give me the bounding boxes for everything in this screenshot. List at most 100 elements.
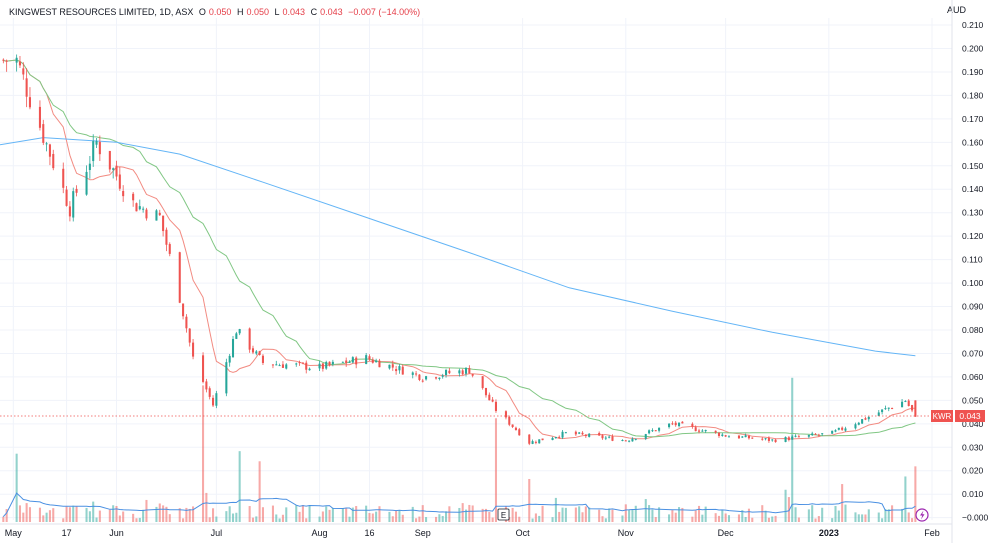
volume-bar [182, 518, 185, 522]
volume-bar [771, 516, 774, 522]
candle-body [168, 244, 171, 254]
earnings-marker[interactable]: E [501, 511, 506, 520]
candle-body [45, 143, 48, 145]
open-label: O [198, 7, 206, 17]
candle-body [305, 362, 308, 370]
candle [421, 378, 424, 383]
volume-bar [425, 517, 428, 522]
candle-body [52, 153, 55, 169]
candle-body [118, 174, 121, 189]
candle [122, 185, 125, 202]
candle [631, 437, 634, 442]
candle [68, 201, 71, 222]
candle [185, 314, 188, 333]
candle [787, 436, 790, 442]
candle-body [278, 365, 281, 367]
volume-bar [691, 516, 694, 522]
volume-bar [231, 513, 235, 522]
candle [561, 429, 564, 439]
volume-bar [884, 509, 887, 522]
candle-body [511, 424, 514, 428]
candle-body [508, 416, 511, 425]
candle [438, 377, 441, 381]
candle [281, 361, 284, 369]
candle-body [391, 364, 394, 368]
candle-body [634, 438, 637, 440]
candle [202, 352, 205, 384]
volume-bar [401, 514, 404, 522]
candle [118, 166, 121, 191]
earnings-marker-bg[interactable] [497, 508, 510, 521]
volume-bar [98, 510, 101, 522]
candle [115, 160, 118, 181]
candle [891, 407, 894, 410]
volume-bar [341, 508, 344, 522]
candle-body [458, 370, 461, 374]
volume-bar [644, 499, 647, 522]
volume-bar [747, 508, 750, 522]
volume-bar [814, 518, 817, 522]
candle-body [271, 364, 274, 366]
candle-body [584, 434, 587, 437]
candle-body [484, 387, 488, 396]
candle [767, 436, 770, 443]
candle [238, 328, 241, 336]
volume-bar [271, 505, 274, 522]
candle-body [784, 436, 787, 442]
candle-body [651, 430, 654, 432]
candle-body [375, 360, 378, 363]
candle-body [95, 141, 98, 145]
candle [328, 361, 331, 367]
volume-bar [737, 514, 740, 522]
candle-body [5, 60, 8, 62]
candle [481, 376, 484, 390]
volume-bar [411, 506, 414, 522]
candle-body [861, 419, 864, 424]
grid [0, 18, 952, 520]
volume-bar [165, 506, 168, 522]
candle-body [318, 363, 321, 369]
y-tick-label: 0.170 [962, 114, 984, 124]
volume-bar [561, 507, 564, 522]
volume-bar [484, 508, 488, 522]
candle-body [185, 316, 188, 329]
volume-bar [215, 516, 218, 522]
candle-body [747, 435, 750, 439]
x-tick-label: Jun [109, 528, 124, 538]
candle-body [767, 437, 770, 441]
candle-body [481, 376, 484, 389]
price-tags: KWR 0.043 E [0, 410, 985, 522]
candle [318, 360, 321, 372]
volume-bar [68, 507, 71, 522]
candle-body [235, 333, 238, 339]
candle [588, 433, 591, 438]
candle [877, 410, 880, 417]
candle [365, 352, 368, 365]
low-value: 0.043 [282, 7, 306, 17]
volume-bar [701, 514, 704, 522]
candle-body [864, 418, 867, 420]
ma-mid-line [3, 59, 916, 438]
candle [554, 436, 557, 440]
candle-body [192, 342, 195, 357]
candle [5, 59, 8, 72]
candle-body [42, 124, 45, 143]
volume-bar [744, 517, 747, 522]
y-tick-label: 0.030 [962, 442, 984, 452]
candle [727, 435, 731, 438]
candle [831, 430, 834, 434]
volume-bar [654, 517, 657, 522]
candle [648, 429, 651, 435]
candle-body [671, 423, 674, 425]
candle-body [701, 430, 704, 432]
candle [654, 430, 657, 432]
lightning-icon[interactable] [915, 508, 929, 522]
candle [75, 185, 78, 197]
volume-bar [345, 507, 348, 522]
candle [681, 421, 684, 424]
candle-body [714, 430, 717, 433]
y-tick-label: 0.110 [962, 255, 983, 265]
volume-bar [135, 518, 138, 522]
price-tag-bg [955, 410, 985, 422]
